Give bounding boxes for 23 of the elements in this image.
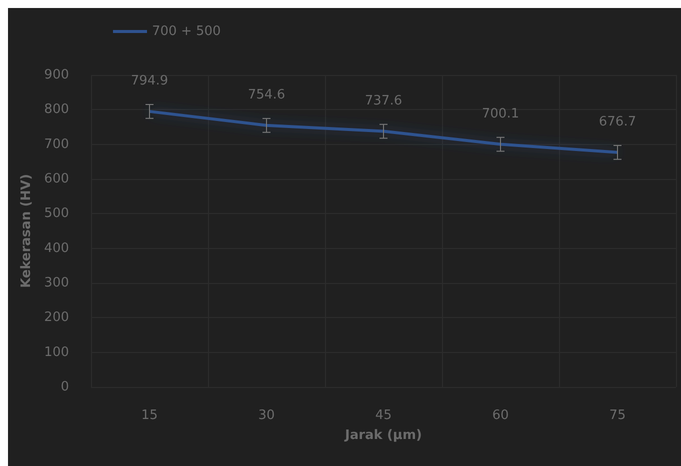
y-tick-label: 500 — [44, 206, 69, 222]
data-label: 700.1 — [482, 106, 520, 122]
y-tick-label: 0 — [60, 380, 69, 394]
y-tick-label: 200 — [44, 310, 69, 326]
data-label: 794.9 — [130, 73, 168, 88]
x-tick-label: 60 — [492, 408, 509, 423]
y-tick-label: 100 — [44, 344, 69, 360]
x-tick-label: 15 — [141, 408, 158, 423]
data-label: 676.7 — [598, 114, 636, 130]
y-tick-label: 800 — [44, 102, 69, 118]
y-tick-label: 600 — [44, 172, 69, 186]
y-tick-label: 900 — [44, 68, 69, 82]
x-axis-title: Jarak (µm) — [344, 428, 422, 443]
x-tick-label: 30 — [258, 408, 275, 423]
legend-label: 700 + 500 — [152, 24, 221, 39]
data-label: 754.6 — [248, 87, 286, 102]
data-label: 737.6 — [364, 93, 402, 108]
y-axis-title: Kekerasan (HV) — [19, 174, 34, 288]
x-tick-label: 45 — [375, 408, 392, 423]
y-tick-label: 400 — [44, 240, 69, 256]
y-tick-label: 700 — [44, 136, 69, 152]
x-tick-label: 75 — [609, 408, 626, 423]
y-tick-label: 300 — [44, 276, 69, 290]
